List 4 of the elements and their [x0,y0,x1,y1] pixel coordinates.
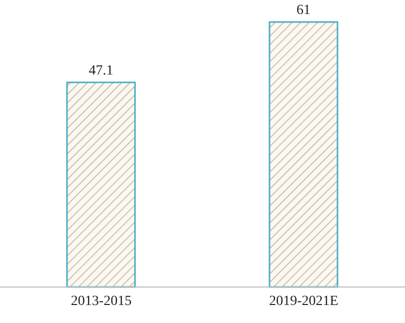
data-label: 47.1 [88,63,114,78]
x-tick-label: 2019-2021E [269,294,338,309]
x-tick-label: 2013-2015 [70,294,132,309]
data-label: 61 [296,3,310,18]
